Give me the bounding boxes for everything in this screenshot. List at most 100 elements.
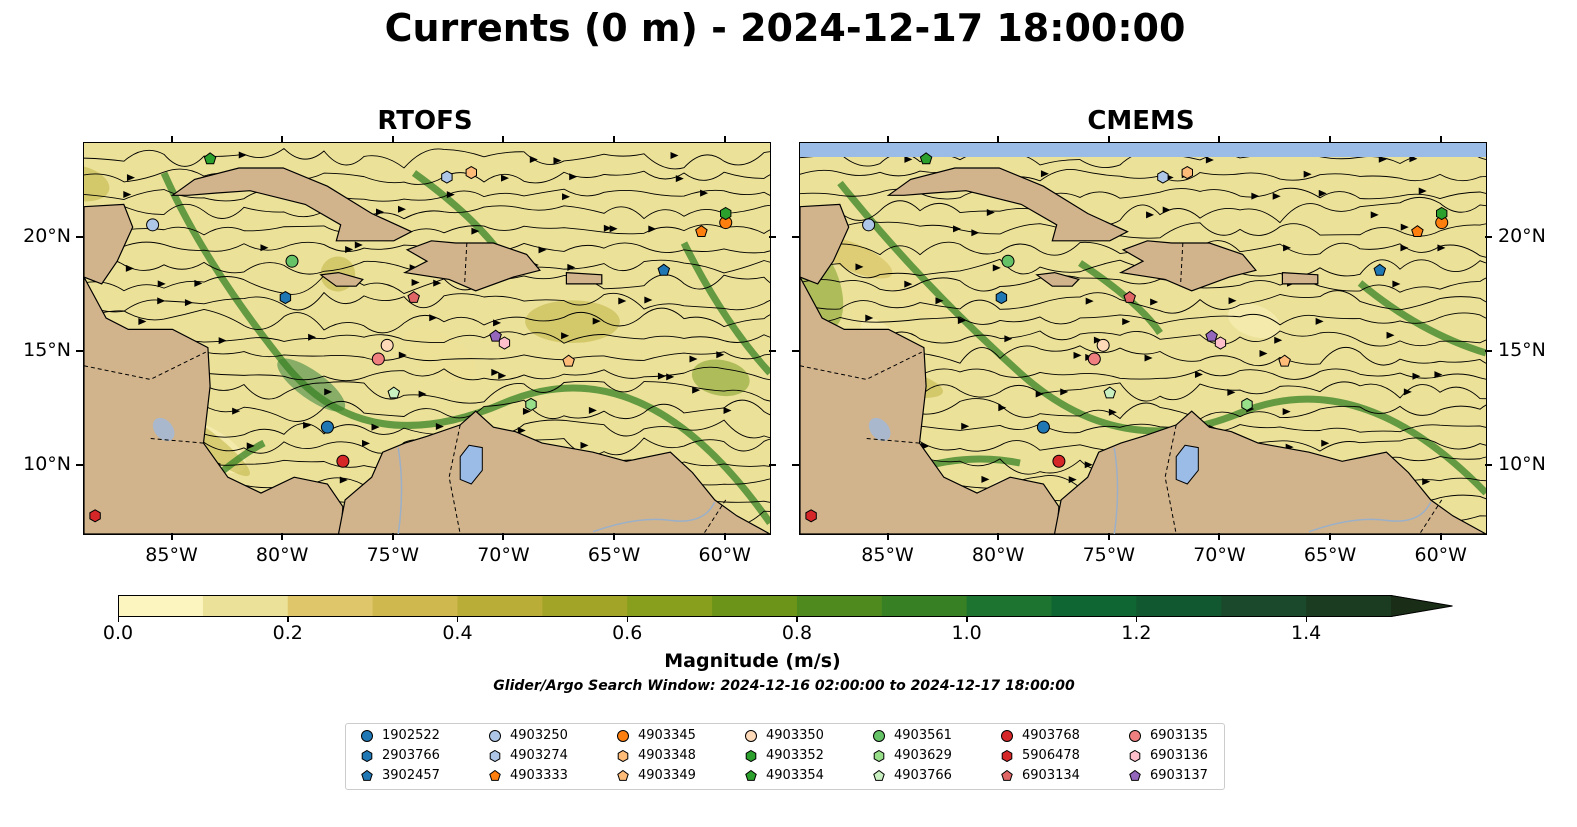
legend-label: 4903354 <box>766 768 824 783</box>
float-legend: 1902522 2903766 3902457 4903250 4903274 49033… <box>345 723 1225 790</box>
colorbar-segment <box>118 595 204 617</box>
rtofs-lon-tick-mark-top <box>281 136 284 143</box>
legend-label: 1902522 <box>382 728 440 743</box>
legend-label: 4903561 <box>894 728 952 743</box>
cmems-lat-tick-mark-left <box>792 236 799 239</box>
legend-marker-icon <box>489 769 501 781</box>
colorbar-tick-label: 0.4 <box>442 622 473 644</box>
cmems-lat-tick-label: 20°N <box>1498 225 1546 248</box>
legend-marker-1902522 <box>361 730 373 742</box>
colorbar-tick-mark <box>456 617 459 622</box>
float-marker-4903350 <box>380 338 394 352</box>
colorbar-segment <box>966 595 1053 617</box>
legend-marker-4903561 <box>873 730 885 742</box>
rtofs-map-canvas <box>84 143 770 534</box>
legend-label: 2903766 <box>382 748 440 763</box>
rtofs-lon-tick-mark <box>391 533 394 540</box>
legend-marker-icon <box>1129 769 1141 781</box>
legend-label: 4903250 <box>510 728 568 743</box>
cmems-map <box>799 142 1487 535</box>
colorbar <box>118 595 1453 617</box>
legend-label: 4903345 <box>638 728 696 743</box>
float-marker-2903766 <box>279 291 292 305</box>
float-marker-4903629 <box>1241 397 1253 411</box>
cmems-lat-tick-label: 15°N <box>1498 339 1546 362</box>
colorbar-segment <box>372 595 459 617</box>
rtofs-lat-tick-mark <box>76 350 83 353</box>
colorbar-segment <box>287 595 374 617</box>
legend-marker-icon <box>1129 749 1141 763</box>
cmems-lon-tick-mark-top <box>1439 136 1442 143</box>
legend-label: 6903136 <box>1150 748 1208 763</box>
colorbar-tick-label: 1.4 <box>1291 622 1322 644</box>
float-marker-6903134 <box>1123 290 1136 303</box>
legend-marker-2903766 <box>361 749 373 763</box>
colorbar-tick-mark <box>1305 617 1308 622</box>
legend-marker-4903352 <box>745 749 757 763</box>
colorbar-segment <box>457 595 543 617</box>
legend-label: 4903768 <box>1022 728 1080 743</box>
legend-marker-4903250 <box>489 730 501 742</box>
cmems-lon-tick-mark-top <box>1218 136 1221 143</box>
cmems-lon-tick-label: 75°W <box>1082 544 1136 566</box>
float-marker-1902522 <box>1036 420 1050 434</box>
colorbar-tick-mark <box>966 617 968 622</box>
cmems-map-canvas <box>800 143 1486 534</box>
float-marker-6903137 <box>489 329 502 342</box>
cmems-lon-tick-mark-top <box>886 136 889 143</box>
legend-label: 6903137 <box>1150 768 1208 783</box>
legend-marker-icon <box>745 749 757 763</box>
legend-marker-5906478 <box>1001 749 1013 763</box>
rtofs-lon-tick-label: 70°W <box>477 544 530 566</box>
float-marker-4903354 <box>919 152 933 165</box>
legend-marker-icon <box>1001 769 1013 781</box>
cmems-lon-tick-mark <box>1439 533 1442 540</box>
float-marker-4903333 <box>1411 225 1424 237</box>
legend-marker-icon <box>617 730 629 742</box>
float-marker-5906478 <box>89 509 101 523</box>
float-marker-4903274 <box>441 170 453 184</box>
cmems-lon-tick-mark-top <box>1329 136 1332 143</box>
legend-label: 5906478 <box>1022 748 1080 763</box>
legend-marker-4903348 <box>617 749 629 763</box>
cmems-lon-tick-mark-top <box>997 136 1000 143</box>
rtofs-lon-tick-mark-top <box>502 136 505 143</box>
rtofs-lon-tick-label: 75°W <box>366 544 420 566</box>
rtofs-lat-tick-mark-right <box>769 350 776 353</box>
rtofs-lat-tick-label: 15°N <box>23 339 71 362</box>
legend-marker-icon <box>489 749 501 763</box>
rtofs-lon-tick-mark <box>613 533 616 540</box>
colorbar-tick-label: 1.0 <box>951 622 982 644</box>
cmems-lon-tick-mark <box>997 533 1000 540</box>
legend-marker-3902457 <box>361 769 373 781</box>
colorbar-tick-mark <box>117 617 119 622</box>
float-marker-4903352 <box>1436 206 1448 221</box>
rtofs-lon-tick-mark <box>502 533 505 540</box>
panel-title-rtofs: RTOFS <box>377 106 473 136</box>
cmems-lon-tick-label: 85°W <box>861 544 914 566</box>
rtofs-lon-tick-mark-top <box>170 136 173 143</box>
legend-marker-4903345 <box>617 730 629 742</box>
colorbar-tick-label: 0.0 <box>102 622 134 644</box>
float-marker-4903250 <box>862 218 876 232</box>
colorbar-segment <box>202 595 289 617</box>
colorbar-segment <box>1051 595 1137 617</box>
cmems-lon-tick-mark <box>886 533 889 540</box>
colorbar-segment <box>796 595 883 617</box>
float-marker-4903348 <box>1181 166 1193 180</box>
float-marker-4903352 <box>720 206 732 221</box>
legend-marker-icon <box>873 769 885 781</box>
cmems-lat-tick-mark <box>1485 236 1492 239</box>
search-window-caption: Glider/Argo Search Window: 2024-12-16 02… <box>493 678 1075 694</box>
legend-label: 4903274 <box>510 748 568 763</box>
rtofs-lat-tick-mark-right <box>769 463 776 466</box>
legend-marker-icon <box>1129 730 1141 742</box>
cmems-lon-tick-label: 80°W <box>971 544 1025 566</box>
rtofs-lat-tick-mark-right <box>769 236 776 239</box>
legend-label: 4903766 <box>894 768 952 783</box>
cmems-lon-tick-label: 65°W <box>1303 544 1357 566</box>
legend-label: 6903134 <box>1022 768 1080 783</box>
colorbar-gradient <box>118 595 1453 617</box>
colorbar-tick-mark <box>287 617 289 622</box>
rtofs-lon-tick-mark-top <box>613 136 616 143</box>
